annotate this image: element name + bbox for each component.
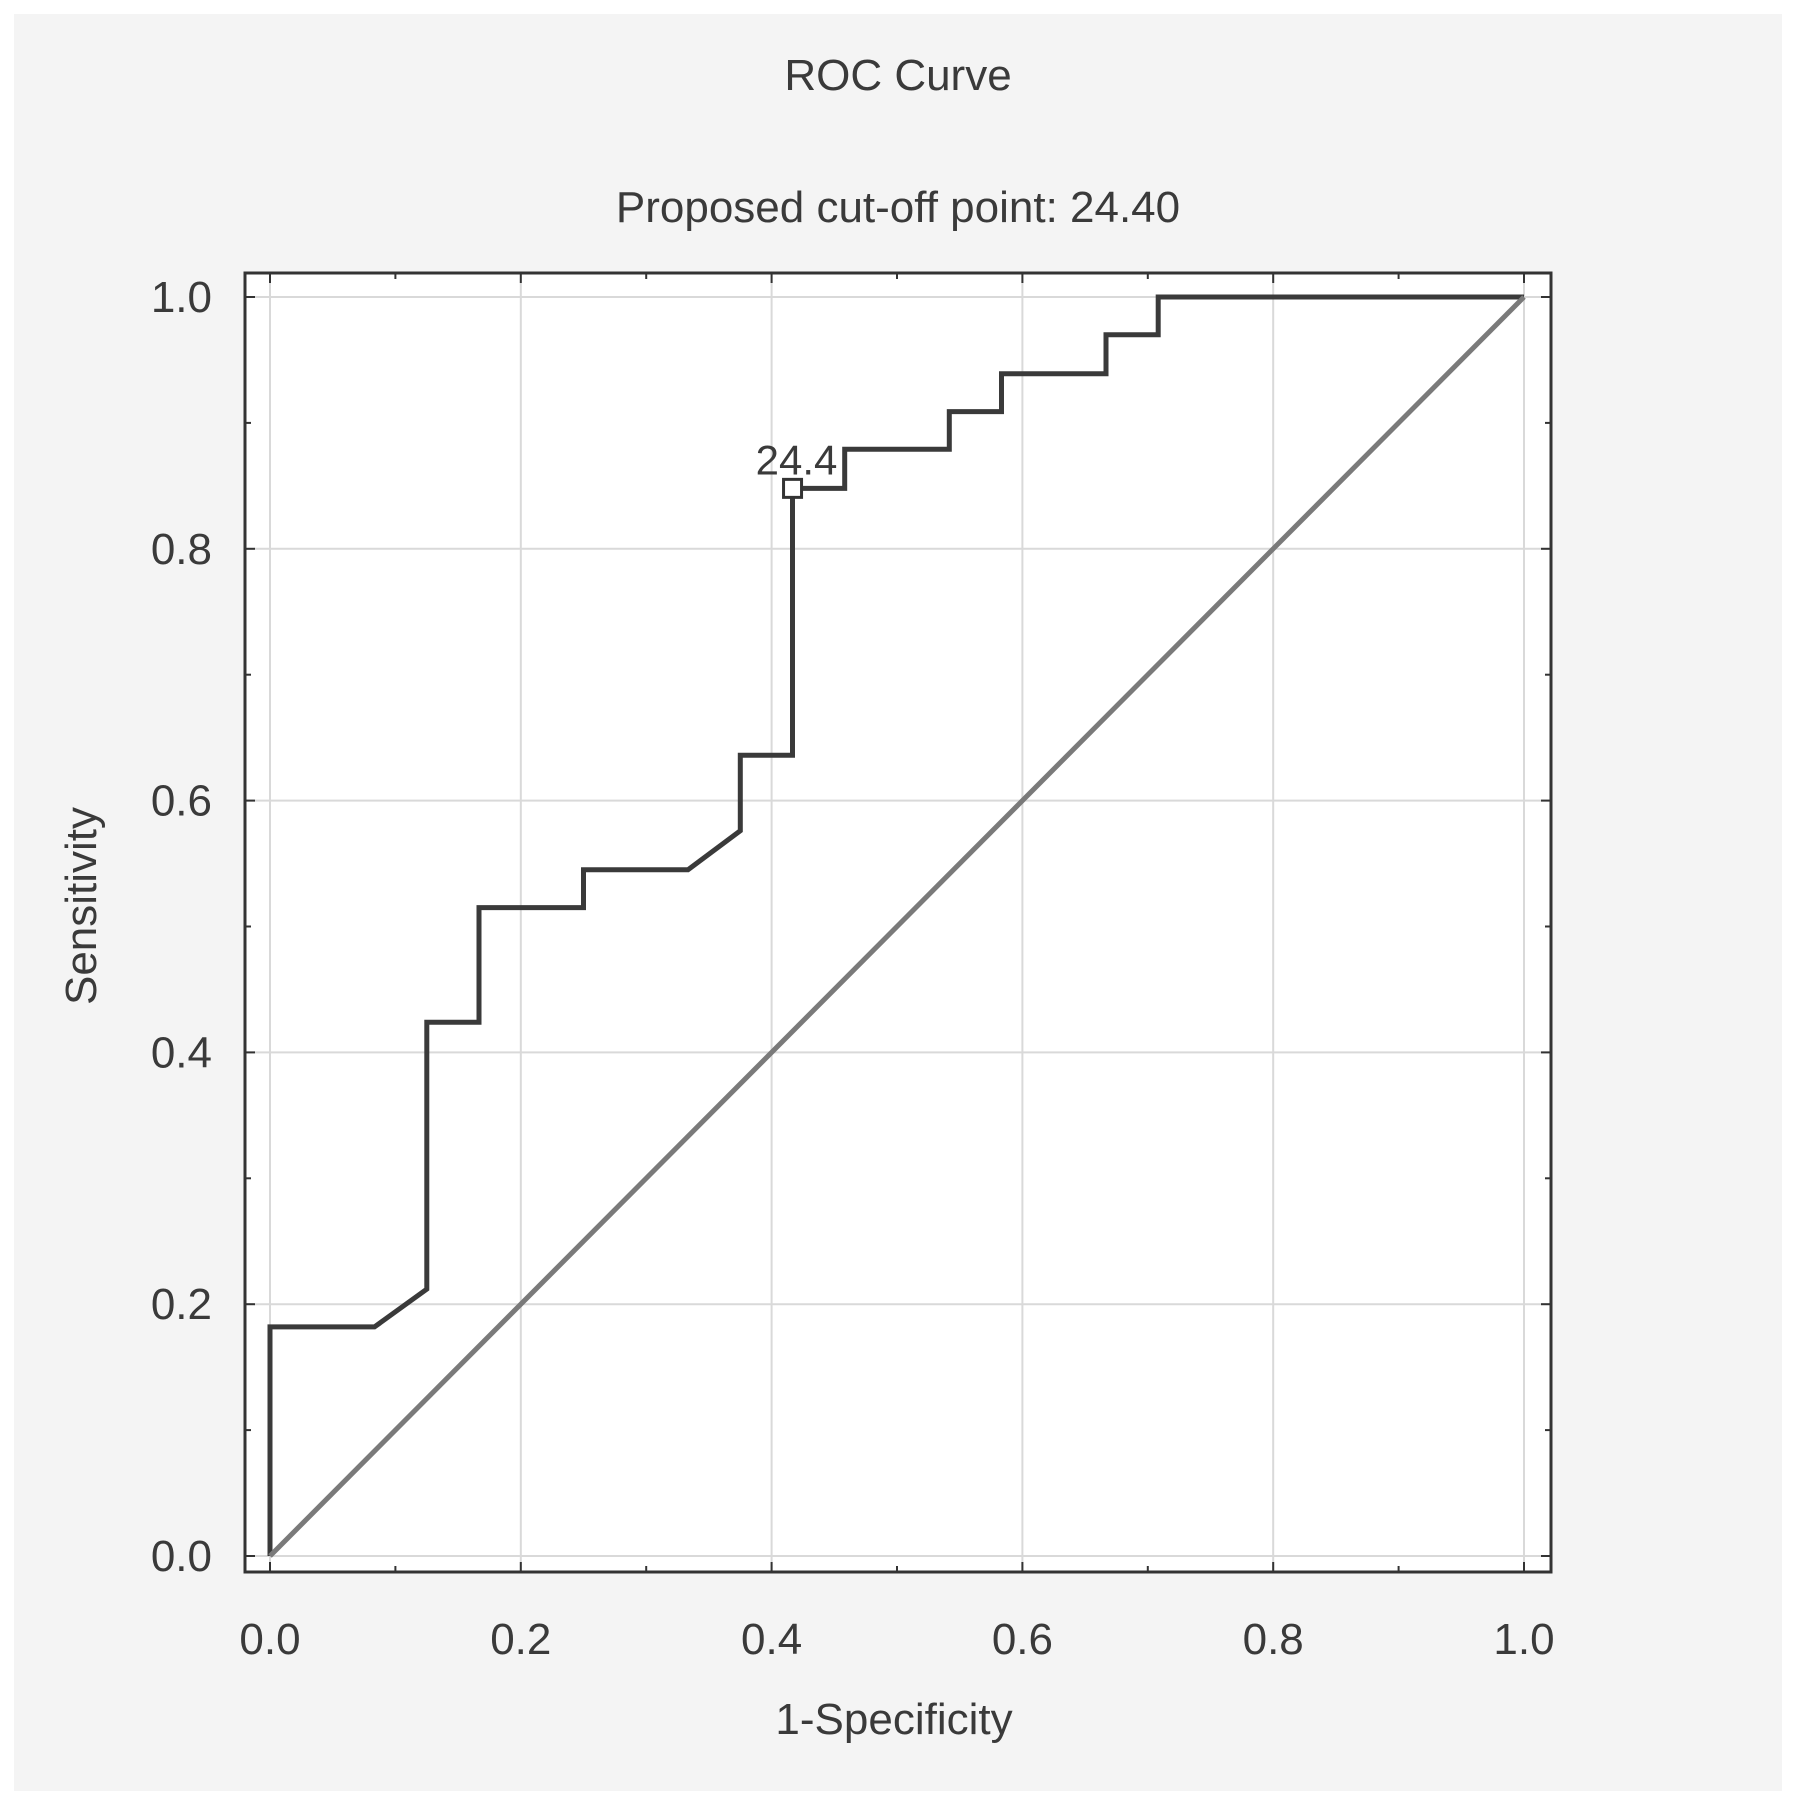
y-tick-label: 0.4 — [151, 1028, 212, 1077]
y-tick-label: 0.6 — [151, 777, 212, 826]
cutoff-label: 24.4 — [756, 436, 838, 483]
chart-title: ROC Curve — [784, 51, 1011, 100]
x-tick-label: 0.0 — [239, 1615, 300, 1664]
y-tick-label: 0.8 — [151, 525, 212, 574]
x-tick-label: 0.4 — [741, 1615, 802, 1664]
x-tick-label: 0.2 — [490, 1615, 551, 1664]
roc-curve-line — [267, 294, 1524, 1556]
x-axis-label: 1-Specificity — [775, 1695, 1012, 1744]
series-layer — [267, 294, 1526, 1558]
reference-diagonal-line — [268, 295, 1526, 1558]
x-tick-label: 1.0 — [1493, 1615, 1554, 1664]
y-tick-label: 0.2 — [151, 1280, 212, 1329]
chart-panel: 0.0 0.2 0.4 0.6 0.8 1.0 0.0 0.2 0.4 0.6 0.8 1.0 24.4… — [14, 14, 1782, 1791]
x-tick-label: 0.6 — [992, 1615, 1053, 1664]
y-tick-label: 1.0 — [151, 273, 212, 322]
roc-chart: 0.0 0.2 0.4 0.6 0.8 1.0 0.0 0.2 0.4 0.6 0.8 1.0 24.4… — [57, 51, 1555, 1744]
y-axis-label: Sensitivity — [57, 807, 106, 1005]
grid — [245, 273, 1551, 1572]
plot-frame — [243, 271, 1553, 1574]
x-tick-label: 0.8 — [1243, 1615, 1304, 1664]
tick-labels: 0.0 0.2 0.4 0.6 0.8 1.0 0.0 0.2 0.4 0.6 0.8 1.0 24.4 — [151, 273, 1555, 1664]
y-tick-label: 0.0 — [151, 1532, 212, 1581]
chart-subtitle: Proposed cut-off point: 24.40 — [616, 183, 1180, 232]
ticks — [245, 273, 1551, 1572]
cutoff-marker — [782, 477, 804, 499]
